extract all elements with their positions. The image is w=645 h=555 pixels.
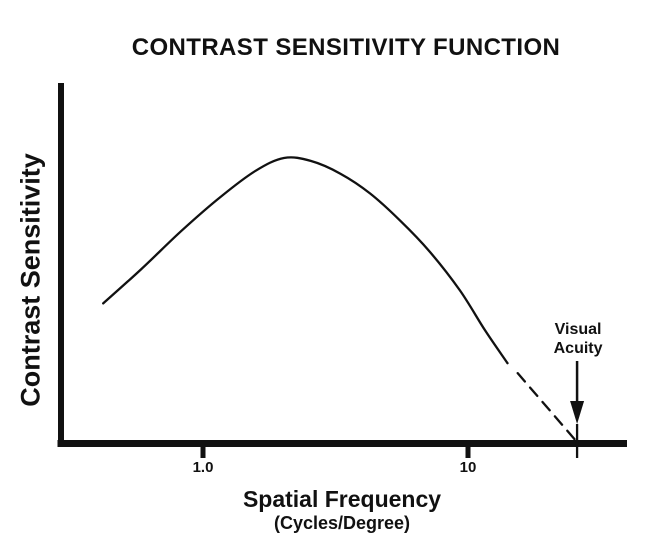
chart-title: CONTRAST SENSITIVITY FUNCTION [131,34,561,61]
x-axis-sublabel: (Cycles/Degree) [273,513,411,533]
x-tick-label-1: 1.0 [192,459,214,476]
csf-curve-dashed [516,372,578,443]
visual-acuity-label-line1: Visual [554,321,602,338]
visual-acuity-arrowhead-icon [570,401,585,424]
visual-acuity-label-line2: Acuity [553,340,603,357]
visual-acuity-label: Visual Acuity [554,320,603,358]
x-axis-label: Spatial Frequency [242,486,442,512]
x-tick-label-10: 10 [459,459,477,476]
csf-curve-solid [102,156,509,365]
